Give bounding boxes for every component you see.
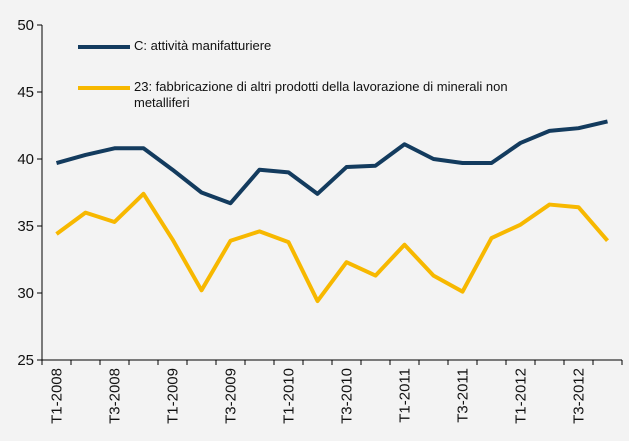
- y-tick-label: 30: [17, 285, 34, 302]
- y-tick-label: 35: [17, 218, 34, 235]
- x-tick-label: T3-2011: [455, 368, 472, 423]
- legend-label: C: attività manifatturiere: [134, 38, 272, 53]
- x-tick-label: T3-2008: [107, 368, 124, 424]
- x-tick-label: T3-2010: [339, 368, 356, 424]
- x-tick-label: T1-2010: [281, 368, 298, 424]
- x-tick-label: T1-2009: [165, 368, 182, 424]
- x-tick-label: T3-2012: [571, 368, 588, 424]
- legend-swatch: [78, 86, 130, 90]
- x-tick-label: T1-2012: [513, 368, 530, 424]
- series-line: [55, 191, 610, 304]
- y-tick-label: 45: [17, 84, 34, 101]
- legend-label: 23: fabbricazione di altri prodotti dell…: [134, 79, 508, 110]
- x-tick-label: T1-2011: [397, 368, 414, 423]
- y-tick-label: 40: [17, 151, 34, 168]
- y-tick-label: 25: [17, 352, 34, 369]
- x-tick-label: T1-2008: [49, 368, 66, 424]
- legend-swatch: [78, 45, 130, 49]
- x-tick-label: T3-2009: [223, 368, 240, 424]
- y-tick-label: 50: [17, 17, 34, 34]
- series-line: [55, 119, 608, 206]
